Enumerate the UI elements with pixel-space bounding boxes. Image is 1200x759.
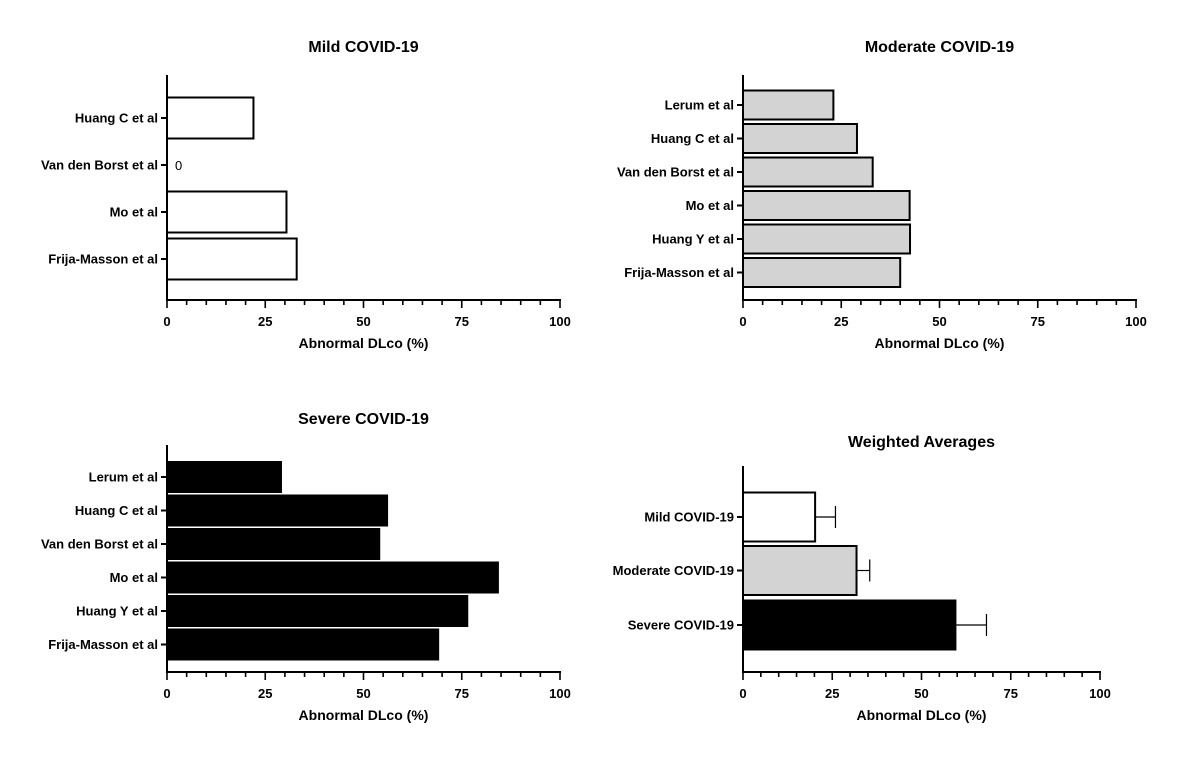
chart-moderate-covid: Moderate COVID-19 Lerum et al Huang C et a… bbox=[617, 39, 1147, 351]
category-label: Van den Borst et al bbox=[41, 158, 158, 173]
bar bbox=[166, 96, 255, 140]
category-label: Frija-Masson et al bbox=[624, 265, 734, 280]
x-tick-label: 25 bbox=[825, 686, 839, 701]
bar bbox=[742, 190, 911, 221]
bar bbox=[166, 628, 440, 661]
x-tick-label: 0 bbox=[739, 686, 746, 701]
category-label: Huang C et al bbox=[651, 131, 734, 146]
x-tick-label: 75 bbox=[455, 314, 469, 329]
x-tick-label: 0 bbox=[163, 686, 170, 701]
chart-severe-covid: Severe COVID-19 Lerum et al Huang C et al V… bbox=[41, 411, 571, 723]
x-tick-label: 0 bbox=[163, 314, 170, 329]
category-label: Huang C et al bbox=[75, 111, 158, 126]
category-label: Lerum et al bbox=[89, 470, 158, 485]
x-tick-label: 100 bbox=[549, 314, 571, 329]
category-label: Moderate COVID-19 bbox=[613, 563, 734, 578]
category-label: Huang C et al bbox=[75, 503, 158, 518]
category-label: Mo et al bbox=[110, 570, 158, 585]
data-label: 0 bbox=[175, 158, 182, 173]
x-axis-label: Abnormal DLco (%) bbox=[875, 335, 1005, 351]
chart-title: Severe COVID-19 bbox=[298, 411, 429, 428]
bar bbox=[166, 237, 298, 281]
category-label: Frija-Masson et al bbox=[48, 252, 158, 267]
bar bbox=[166, 561, 499, 594]
bar bbox=[742, 156, 874, 188]
bar bbox=[742, 223, 912, 255]
x-tick-label: 100 bbox=[549, 686, 571, 701]
category-label: Frija-Masson et al bbox=[48, 637, 158, 652]
chart-mild-covid: Mild COVID-19 Huang C et al 0 Van den Borst… bbox=[41, 39, 571, 351]
bar bbox=[742, 257, 902, 288]
x-tick-label: 75 bbox=[455, 686, 469, 701]
category-label: Huang Y et al bbox=[652, 232, 734, 247]
x-axis-label: Abnormal DLco (%) bbox=[299, 335, 429, 351]
x-tick-label: 50 bbox=[356, 686, 370, 701]
chart-title: Weighted Averages bbox=[848, 434, 995, 451]
category-label: Lerum et al bbox=[665, 98, 734, 113]
category-label: Mo et al bbox=[686, 198, 734, 213]
x-tick-label: 100 bbox=[1089, 686, 1111, 701]
bar bbox=[742, 491, 817, 543]
chart-title: Moderate COVID-19 bbox=[865, 39, 1014, 56]
category-label: Mo et al bbox=[110, 205, 158, 220]
bar bbox=[742, 123, 858, 154]
x-tick-label: 50 bbox=[914, 686, 928, 701]
x-axis-label: Abnormal DLco (%) bbox=[857, 707, 987, 723]
x-tick-label: 50 bbox=[932, 314, 946, 329]
bar bbox=[742, 545, 858, 596]
x-tick-label: 0 bbox=[739, 314, 746, 329]
bar bbox=[166, 494, 389, 527]
x-tick-label: 75 bbox=[1004, 686, 1018, 701]
x-tick-label: 25 bbox=[258, 686, 272, 701]
bar bbox=[166, 190, 288, 234]
x-axis-label: Abnormal DLco (%) bbox=[299, 707, 429, 723]
category-label: Mild COVID-19 bbox=[644, 510, 734, 525]
bar bbox=[166, 461, 282, 493]
category-label: Van den Borst et al bbox=[617, 165, 734, 180]
category-label: Huang Y et al bbox=[76, 604, 158, 619]
x-tick-label: 25 bbox=[258, 314, 272, 329]
bar bbox=[742, 599, 957, 651]
category-label: Van den Borst et al bbox=[41, 537, 158, 552]
x-tick-label: 50 bbox=[356, 314, 370, 329]
bar bbox=[166, 528, 381, 560]
x-tick-label: 100 bbox=[1125, 314, 1147, 329]
bar bbox=[742, 89, 835, 121]
bar bbox=[166, 595, 469, 627]
category-label: Severe COVID-19 bbox=[628, 618, 734, 633]
chart-title: Mild COVID-19 bbox=[308, 39, 418, 56]
x-tick-label: 75 bbox=[1031, 314, 1045, 329]
x-tick-label: 25 bbox=[834, 314, 848, 329]
chart-weighted-averages: Weighted Averages Mild COVID-19 Moderate C… bbox=[613, 434, 1111, 723]
